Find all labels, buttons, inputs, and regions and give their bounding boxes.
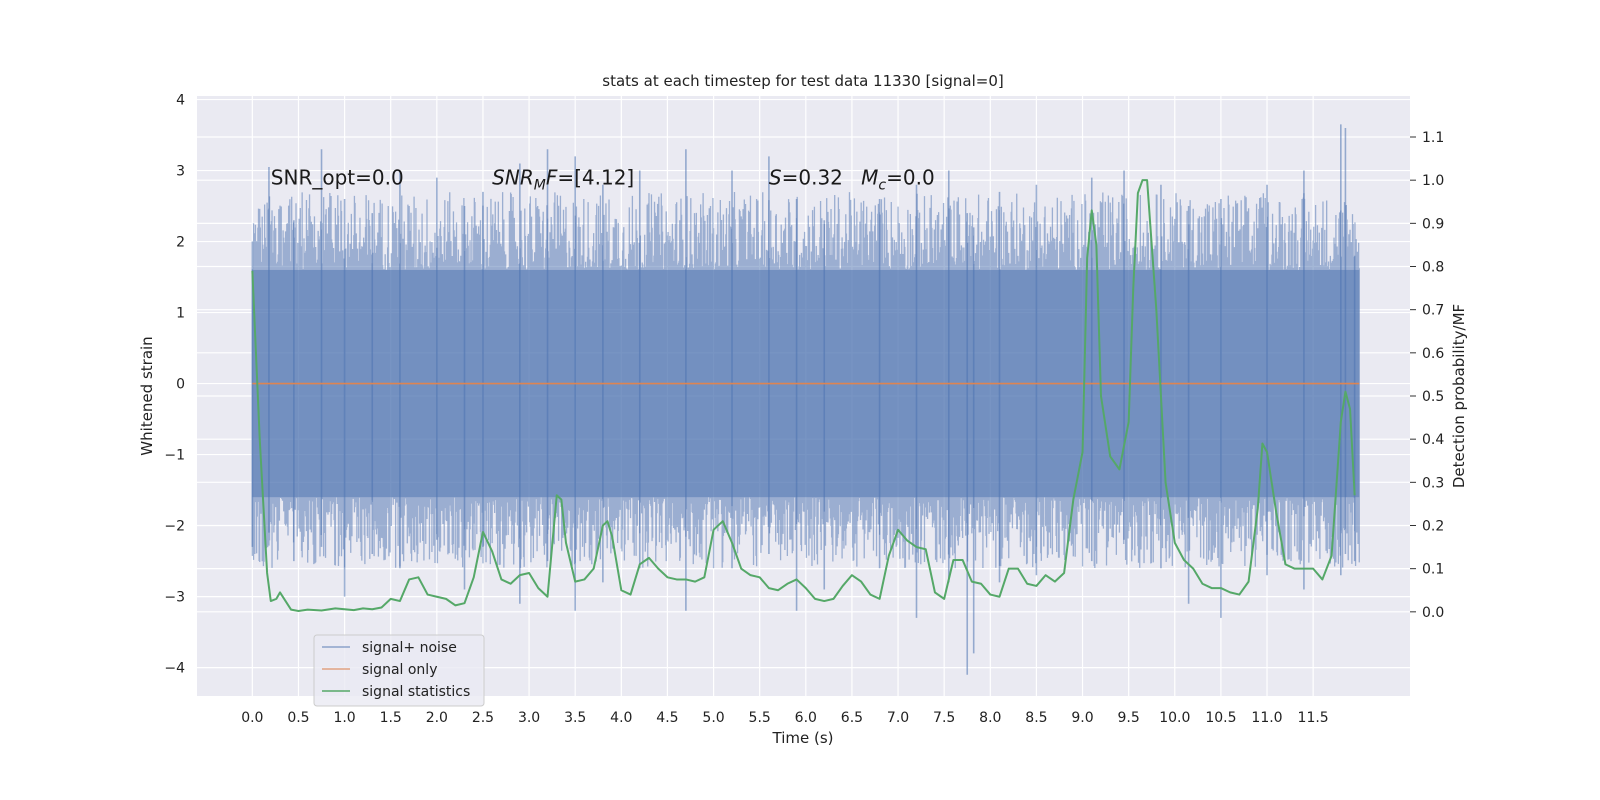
annotation-part: c [878, 178, 886, 194]
y2-tick-label: 0.1 [1422, 562, 1444, 578]
annotation-part: F [546, 166, 558, 190]
legend-box [313, 634, 485, 707]
legend: signal+ noise signal only signal statist… [313, 634, 485, 707]
legend-label-signal-only: signal only [362, 662, 437, 678]
annotation-mc-value: Mc=0.0 [861, 166, 935, 194]
x-axis-ticks: 0.0 0.5 1.0 1.5 2.0 2.5 3.0 3.5 4.0 4.5 5.0 5.5 6.0 6… [241, 710, 1329, 726]
x-tick-label: 4.0 [610, 710, 632, 726]
annotation-snr-opt: SNR_opt=0.0 [271, 166, 404, 190]
x-tick-label: 1.0 [333, 710, 355, 726]
y2-tick-label: 0.8 [1422, 260, 1444, 276]
y2-axis-label: Detection probability/MF [1450, 304, 1468, 488]
annotation-part: S [769, 166, 782, 190]
y-tick-label: 4 [176, 93, 185, 109]
y2-tick-label: 0.0 [1422, 605, 1444, 621]
y-tick-label: 1 [176, 306, 185, 322]
y-tick-label: 2 [176, 235, 185, 251]
y-tick-label: 3 [176, 164, 185, 180]
annotation-part: =0.0 [886, 166, 935, 190]
x-tick-label: 5.5 [749, 710, 771, 726]
x-tick-label: 11.5 [1298, 710, 1329, 726]
y2-tick-label: 0.5 [1422, 389, 1444, 405]
x-tick-label: 2.0 [426, 710, 448, 726]
legend-label-signal-statistics: signal statistics [362, 684, 470, 700]
annotation-part: =0.32 [782, 166, 843, 190]
annotation-part: SNR [492, 166, 534, 190]
y2-tick-label: 0.6 [1422, 346, 1444, 362]
y-tick-label: 0 [176, 377, 185, 393]
annotation-part: M [861, 166, 878, 190]
x-tick-label: 0.0 [241, 710, 263, 726]
annotation-s-value: S=0.32 [769, 166, 843, 190]
x-tick-label: 10.0 [1159, 710, 1190, 726]
x-tick-label: 3.5 [564, 710, 586, 726]
y2-tick-label: 1.1 [1422, 130, 1444, 146]
annotations: SNR_opt=0.0 SNRMF=[4.12] S=0.32 Mc=0.0 [271, 166, 935, 194]
x-tick-label: 5.0 [702, 710, 724, 726]
statistics-line [251, 179, 1356, 612]
x-tick-label: 8.5 [1025, 710, 1047, 726]
series-signal-statistics [251, 179, 1356, 612]
annotation-part: =[4.12] [557, 166, 634, 190]
x-tick-label: 8.0 [979, 710, 1001, 726]
x-tick-label: 6.0 [795, 710, 817, 726]
x-tick-label: 9.0 [1071, 710, 1093, 726]
y-tick-label: −4 [164, 661, 185, 677]
y2-tick-label: 0.9 [1422, 216, 1444, 232]
y-tick-label: −2 [164, 519, 185, 535]
annotation-snr-mf: SNRMF=[4.12] [492, 166, 634, 194]
y2-tick-label: 0.4 [1422, 432, 1444, 448]
y-tick-label: −1 [164, 448, 185, 464]
y2-tick-label: 1.0 [1422, 173, 1444, 189]
annotation-part: SNR_opt=0.0 [271, 166, 404, 190]
x-tick-label: 10.5 [1205, 710, 1236, 726]
x-tick-label: 0.5 [287, 710, 309, 726]
y-axis-label: Whitened strain [138, 336, 156, 455]
x-tick-label: 4.5 [656, 710, 678, 726]
x-tick-label: 2.5 [472, 710, 494, 726]
y-tick-label: −3 [164, 590, 185, 606]
x-tick-label: 7.5 [933, 710, 955, 726]
y2-tick-label: 0.3 [1422, 475, 1444, 491]
x-tick-label: 1.5 [380, 710, 402, 726]
chart-title: stats at each timestep for test data 113… [602, 72, 1003, 90]
y2-tick-label: 0.7 [1422, 303, 1444, 319]
x-tick-label: 9.5 [1118, 710, 1140, 726]
x-axis-label: Time (s) [772, 729, 834, 747]
x-tick-label: 3.0 [518, 710, 540, 726]
x-tick-label: 6.5 [841, 710, 863, 726]
y2-tick-label: 0.2 [1422, 518, 1444, 534]
y2-axis-ticks: 1.1 1.0 0.9 0.8 0.7 0.6 0.5 0.4 0.3 0.2 0.1 0.0 [1410, 130, 1444, 621]
y-axis-ticks: 4 3 2 1 0 −1 −2 −3 −4 [164, 93, 185, 677]
legend-label-signal-noise: signal+ noise [362, 640, 457, 656]
x-tick-label: 11.0 [1251, 710, 1282, 726]
x-tick-label: 7.0 [887, 710, 909, 726]
annotation-part: M [534, 178, 546, 194]
